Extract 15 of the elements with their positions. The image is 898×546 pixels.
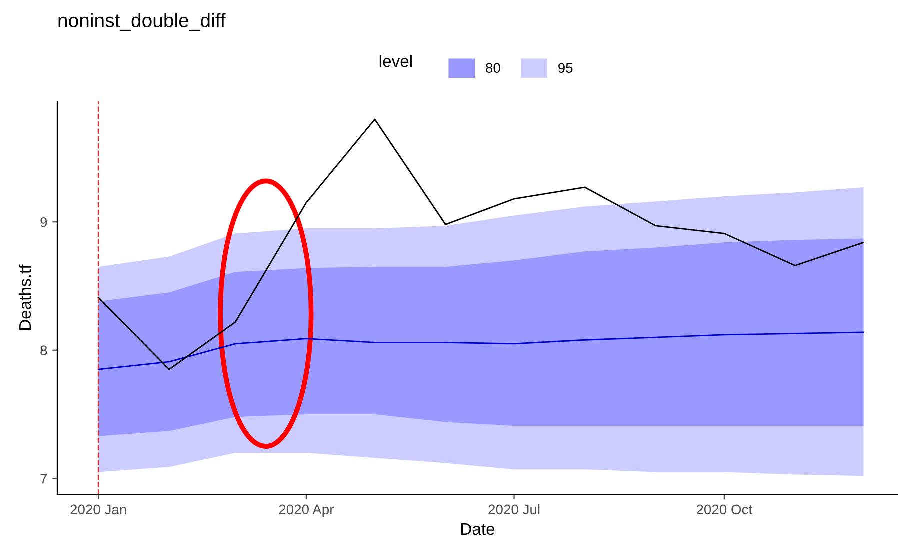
x-tick-label: 2020 Apr [279, 504, 334, 518]
x-tick-label: 2020 Jan [70, 504, 126, 515]
y-axis-title: Deaths.tf [18, 264, 32, 330]
y-tick-label: 7 [40, 474, 48, 484]
chart-title: noninst_double_diff [58, 13, 226, 32]
x-tick-label: 2020 Jul [488, 504, 540, 515]
legend-label: 95 [558, 63, 573, 74]
legend-label: 80 [486, 63, 500, 74]
y-tick-label: 9 [40, 217, 48, 228]
legend-title: level [380, 55, 412, 68]
line-series [98, 118, 864, 370]
line-series [98, 332, 864, 370]
x-axis-title: Date [462, 524, 495, 536]
y-tick-label: 8 [40, 346, 48, 356]
x-tick-label: 2020 Oct [696, 504, 752, 515]
